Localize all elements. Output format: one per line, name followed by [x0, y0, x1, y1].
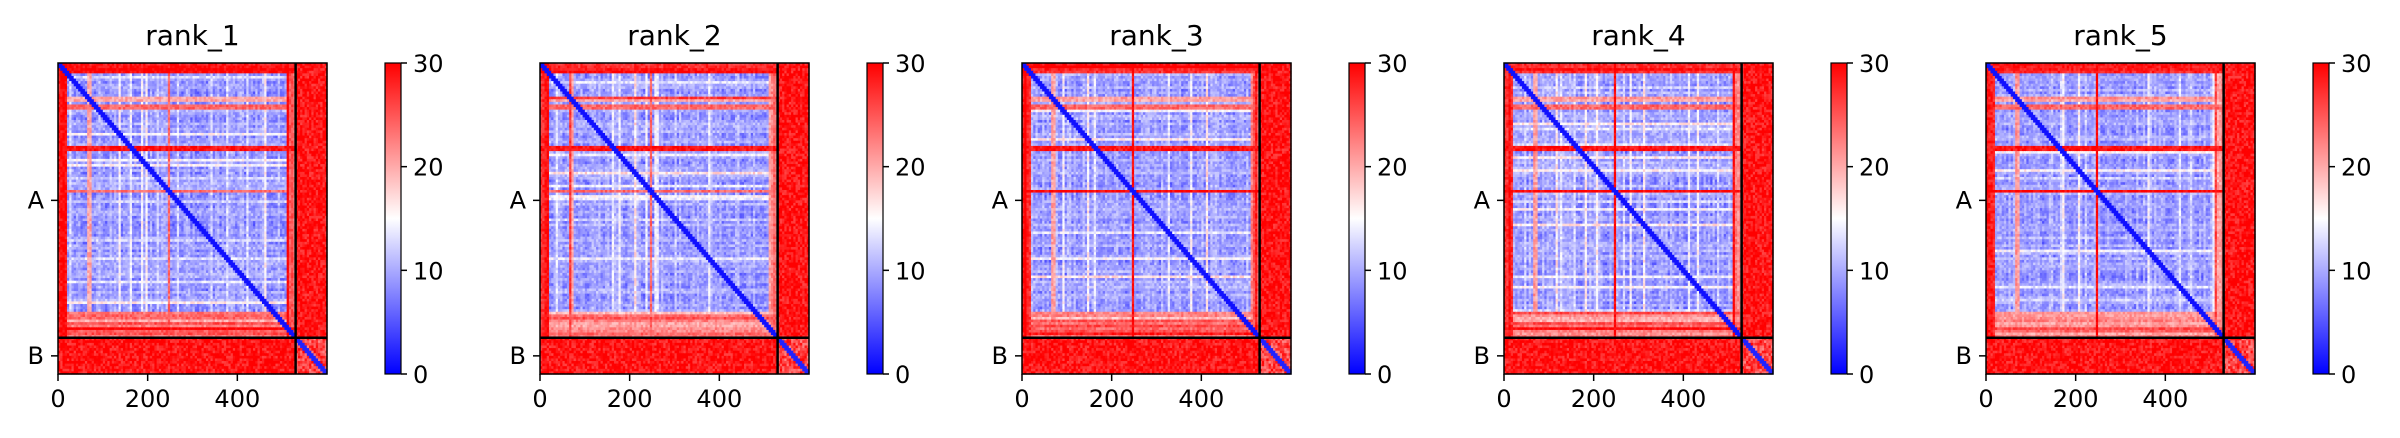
heatmap-cells — [58, 63, 328, 375]
